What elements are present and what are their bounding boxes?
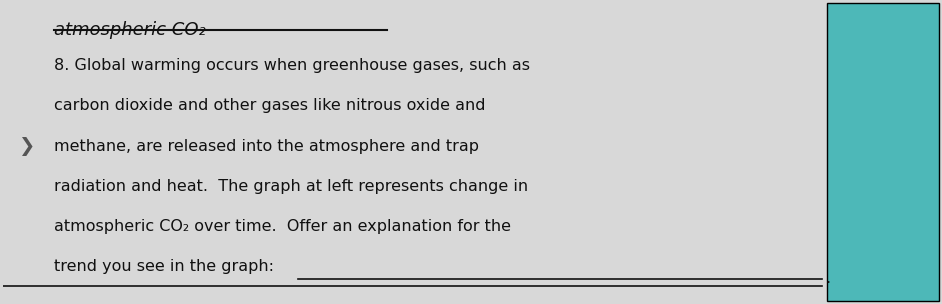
Text: trend you see in the graph:: trend you see in the graph: xyxy=(55,259,274,275)
Text: carbon dioxide and other gases like nitrous oxide and: carbon dioxide and other gases like nitr… xyxy=(55,98,486,113)
Text: ❯: ❯ xyxy=(18,136,34,156)
Text: radiation and heat.  The graph at left represents change in: radiation and heat. The graph at left re… xyxy=(55,179,528,194)
Text: atmospheric CO₂ over time.  Offer an explanation for the: atmospheric CO₂ over time. Offer an expl… xyxy=(55,219,512,234)
Text: methane, are released into the atmosphere and trap: methane, are released into the atmospher… xyxy=(55,139,479,154)
Text: atmospheric CO₂: atmospheric CO₂ xyxy=(55,21,206,39)
Text: .: . xyxy=(825,271,830,286)
FancyBboxPatch shape xyxy=(827,3,939,301)
Text: 8. Global warming occurs when greenhouse gases, such as: 8. Global warming occurs when greenhouse… xyxy=(55,58,530,73)
